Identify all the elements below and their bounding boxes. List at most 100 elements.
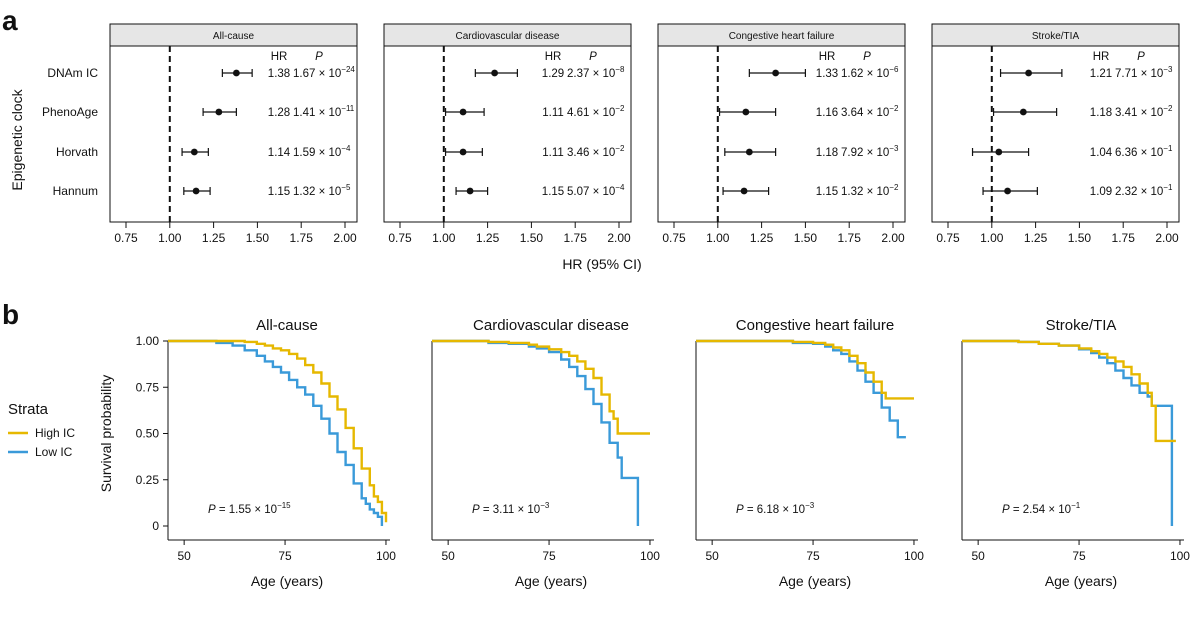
km-curve-high-ic bbox=[432, 339, 650, 435]
forest-x-tick-label: 1.50 bbox=[794, 231, 818, 245]
panel-a-label: a bbox=[2, 5, 18, 36]
km-curve-high-ic bbox=[962, 339, 1176, 443]
km-x-tick-label: 50 bbox=[177, 549, 191, 563]
forest-panel-frame bbox=[383, 45, 632, 223]
forest-hr-point bbox=[232, 69, 240, 77]
forest-p-value: 7.92 × 10−3 bbox=[841, 144, 899, 159]
forest-y-axis-title: Epigenetic clock bbox=[9, 88, 25, 190]
km-x-tick-label: 100 bbox=[904, 549, 924, 563]
km-x-tick-label: 75 bbox=[1072, 549, 1086, 563]
forest-hr-value: 1.18 bbox=[1090, 107, 1112, 119]
forest-p-value: 3.41 × 10−2 bbox=[1115, 104, 1173, 119]
km-y-axis-title: Survival probability bbox=[98, 375, 114, 493]
forest-hr-point bbox=[1004, 187, 1011, 195]
forest-x-tick-label: 1.75 bbox=[564, 231, 588, 245]
forest-hr-value: 1.11 bbox=[542, 107, 564, 119]
km-x-tick-label: 75 bbox=[542, 549, 556, 563]
forest-row-label: Hannum bbox=[53, 184, 98, 198]
forest-p-value: 2.32 × 10−1 bbox=[1115, 183, 1173, 198]
km-x-axis-title: Age (years) bbox=[515, 573, 587, 589]
forest-panel-title: Stroke/TIA bbox=[1032, 31, 1080, 42]
forest-hr-value: 1.33 bbox=[816, 68, 838, 80]
forest-hr-value: 1.09 bbox=[1090, 186, 1112, 198]
forest-panel: All-cause HR P 1.38 1.67 × 10−24 1.28 1.41 × 1… bbox=[109, 23, 358, 245]
forest-hr-value: 1.18 bbox=[816, 147, 838, 159]
forest-hr-point bbox=[742, 108, 750, 116]
forest-hr-point bbox=[745, 148, 753, 156]
forest-x-tick-label: 1.25 bbox=[476, 231, 500, 245]
forest-row-label: Horvath bbox=[56, 145, 98, 159]
km-y-tick-label: 0.25 bbox=[136, 473, 160, 487]
km-p-value: P = 6.18 × 10−3 bbox=[736, 501, 815, 516]
forest-panel-title: Congestive heart failure bbox=[729, 31, 835, 42]
km-y-tick-label: 1.00 bbox=[136, 334, 160, 348]
km-x-axis-title: Age (years) bbox=[1045, 573, 1117, 589]
forest-panel-frame bbox=[657, 45, 906, 223]
forest-p-value: 4.61 × 10−2 bbox=[567, 104, 625, 119]
km-x-axis-title: Age (years) bbox=[251, 573, 323, 589]
forest-p-value: 5.07 × 10−4 bbox=[567, 183, 625, 198]
km-x-tick-label: 100 bbox=[376, 549, 396, 563]
forest-p-value: 1.59 × 10−4 bbox=[293, 144, 351, 159]
km-curve-low-ic bbox=[962, 339, 1174, 526]
forest-p-value: 2.37 × 10−8 bbox=[567, 65, 625, 80]
forest-p-value: 1.62 × 10−6 bbox=[841, 65, 899, 80]
forest-x-tick-label: 0.75 bbox=[114, 231, 138, 245]
forest-hr-value: 1.28 bbox=[268, 107, 290, 119]
forest-p-value: 1.32 × 10−2 bbox=[841, 183, 899, 198]
km-panel: Stroke/TIA 50 75 100 Age (years) P = 2.54 × 1… bbox=[961, 317, 1190, 589]
forest-row-label: DNAm IC bbox=[47, 66, 98, 80]
forest-hr-header: HR bbox=[545, 51, 562, 63]
km-curve-low-ic bbox=[168, 339, 384, 526]
forest-hr-value: 1.38 bbox=[268, 68, 290, 80]
forest-plot: Epigenetic clock DNAm IC PhenoAge Horvath Ha… bbox=[9, 23, 1180, 272]
forest-p-value: 3.64 × 10−2 bbox=[841, 104, 899, 119]
forest-hr-point bbox=[772, 69, 780, 77]
forest-hr-point bbox=[459, 108, 467, 116]
km-curve-high-ic bbox=[696, 339, 914, 400]
forest-hr-header: HR bbox=[819, 51, 836, 63]
forest-p-header: P bbox=[315, 51, 323, 63]
km-panel: Cardiovascular disease 50 75 100 Age (years)… bbox=[431, 317, 660, 589]
forest-x-tick-label: 1.75 bbox=[838, 231, 862, 245]
forest-x-tick-label: 1.75 bbox=[290, 231, 314, 245]
forest-p-value: 7.71 × 10−3 bbox=[1115, 65, 1173, 80]
km-p-value: P = 1.55 × 10−15 bbox=[208, 501, 291, 516]
forest-hr-value: 1.29 bbox=[542, 68, 564, 80]
forest-hr-value: 1.21 bbox=[1090, 68, 1112, 80]
forest-p-value: 1.32 × 10−5 bbox=[293, 183, 351, 198]
forest-hr-header: HR bbox=[271, 51, 288, 63]
forest-panel-frame bbox=[931, 45, 1180, 223]
km-x-tick-label: 100 bbox=[1170, 549, 1190, 563]
forest-p-header: P bbox=[1137, 51, 1145, 63]
forest-x-tick-label: 0.75 bbox=[936, 231, 960, 245]
survival-plot: Survival probability Strata High IC Low IC A… bbox=[8, 317, 1190, 589]
forest-hr-point bbox=[1025, 69, 1032, 77]
km-legend-title: Strata bbox=[8, 401, 49, 418]
forest-hr-point bbox=[459, 148, 467, 156]
km-x-tick-label: 50 bbox=[705, 549, 719, 563]
forest-panel: Cardiovascular disease HR P 1.29 2.37 × 10−8… bbox=[383, 23, 632, 245]
km-legend: Strata High IC Low IC bbox=[8, 401, 75, 459]
forest-hr-value: 1.14 bbox=[268, 147, 291, 159]
km-legend-label: High IC bbox=[35, 426, 75, 440]
forest-x-tick-label: 1.00 bbox=[706, 231, 730, 245]
forest-hr-point bbox=[491, 69, 499, 77]
forest-hr-value: 1.11 bbox=[542, 147, 564, 159]
forest-x-tick-label: 2.00 bbox=[881, 231, 905, 245]
km-x-tick-label: 75 bbox=[806, 549, 820, 563]
km-y-tick-label: 0.50 bbox=[136, 427, 160, 441]
forest-hr-header: HR bbox=[1093, 51, 1110, 63]
forest-x-tick-label: 1.00 bbox=[432, 231, 456, 245]
forest-x-tick-label: 0.75 bbox=[662, 231, 686, 245]
km-p-value: P = 3.11 × 10−3 bbox=[472, 501, 550, 516]
forest-p-value: 3.46 × 10−2 bbox=[567, 144, 625, 159]
km-p-value: P = 2.54 × 10−1 bbox=[1002, 501, 1081, 516]
forest-x-axis-title: HR (95% CI) bbox=[562, 256, 641, 272]
forest-panel-title: Cardiovascular disease bbox=[456, 31, 560, 42]
forest-hr-point bbox=[215, 108, 223, 116]
forest-x-tick-label: 1.25 bbox=[1024, 231, 1048, 245]
forest-hr-point bbox=[190, 148, 198, 156]
km-x-tick-label: 50 bbox=[971, 549, 985, 563]
